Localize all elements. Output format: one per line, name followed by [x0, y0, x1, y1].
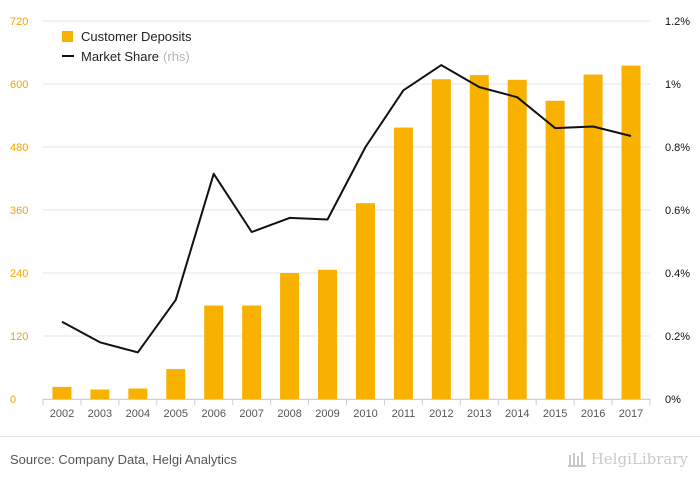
bar-customer-deposits[interactable] — [393, 127, 413, 399]
x-tick-label: 2008 — [277, 408, 301, 420]
x-tick-label: 2014 — [505, 408, 529, 420]
line-market-share[interactable] — [61, 64, 632, 354]
legend-item-deposits[interactable]: Customer Deposits — [62, 26, 192, 46]
x-tick-label: 2013 — [467, 408, 491, 420]
y-right-tick-label: 0.8% — [665, 142, 690, 154]
x-tick-label: 2011 — [392, 408, 416, 420]
brand-logo[interactable]: HelgiLibrary — [567, 450, 688, 468]
library-icon — [567, 452, 586, 467]
bar-customer-deposits[interactable] — [90, 389, 110, 399]
y-right-tick-label: 0.6% — [665, 205, 690, 217]
bar-customer-deposits[interactable] — [318, 269, 338, 399]
legend-label-deposits: Customer Deposits — [81, 28, 192, 44]
legend-label-market-share: Market Share — [81, 48, 160, 64]
bar-customer-deposits[interactable] — [52, 386, 72, 399]
bar-customer-deposits[interactable] — [242, 305, 262, 399]
x-tick-label: 2005 — [164, 408, 188, 420]
x-tick-label: 2003 — [88, 408, 112, 420]
bar-customer-deposits[interactable] — [507, 79, 527, 400]
x-tick-label: 2010 — [353, 408, 377, 420]
bar-customer-deposits[interactable] — [583, 74, 603, 400]
x-tick-label: 2009 — [315, 408, 339, 420]
x-tick-label: 2015 — [543, 408, 567, 420]
bar-customer-deposits[interactable] — [431, 79, 451, 400]
y-left-tick-label: 360 — [10, 205, 28, 217]
x-tick-label: 2002 — [50, 408, 74, 420]
bar-customer-deposits[interactable] — [128, 388, 148, 400]
y-right-tick-label: 0% — [665, 394, 681, 406]
y-left-tick-label: 720 — [10, 16, 28, 28]
legend-bar-swatch — [62, 30, 73, 42]
y-left-tick-label: 480 — [10, 142, 28, 154]
brand-name: HelgiLibrary — [590, 450, 688, 468]
chart-area: 0 0% 120 0.2% 240 0.4% 360 0.6% 480 0.8% 600 1% 720 1… — [10, 16, 690, 420]
bar-customer-deposits[interactable] — [621, 65, 641, 399]
y-left-tick-label: 240 — [10, 268, 28, 280]
x-tick-label: 2017 — [619, 408, 643, 420]
y-right-tick-label: 0.4% — [665, 268, 690, 280]
y-right-tick-label: 0.2% — [665, 331, 690, 343]
y-left-tick-label: 600 — [10, 79, 28, 91]
chart-footer: Source: Company Data, Helgi Analytics He… — [0, 436, 700, 484]
bar-customer-deposits[interactable] — [355, 203, 375, 399]
bar-customer-deposits[interactable] — [166, 369, 186, 399]
bar-customer-deposits[interactable] — [545, 100, 565, 400]
legend-label-rhs: (rhs) — [163, 48, 190, 64]
x-tick-label: 2007 — [239, 408, 263, 420]
bar-customer-deposits[interactable] — [204, 305, 224, 399]
y-left-tick-label: 120 — [10, 331, 28, 343]
chart-legend: Customer Deposits Market Share (rhs) — [62, 26, 192, 66]
bar-customer-deposits[interactable] — [469, 75, 489, 399]
y-left-tick-label: 0 — [10, 394, 16, 406]
x-tick-label: 2012 — [429, 408, 453, 420]
x-tick-label: 2016 — [581, 408, 605, 420]
y-right-tick-label: 1.2% — [665, 16, 690, 28]
x-tick-label: 2004 — [126, 408, 150, 420]
x-tick-label: 2006 — [201, 408, 225, 420]
y-right-tick-label: 1% — [665, 79, 681, 91]
legend-line-swatch — [62, 55, 74, 57]
source-text: Source: Company Data, Helgi Analytics — [10, 452, 237, 467]
bar-customer-deposits[interactable] — [280, 273, 300, 399]
legend-item-market-share[interactable]: Market Share (rhs) — [62, 46, 192, 66]
